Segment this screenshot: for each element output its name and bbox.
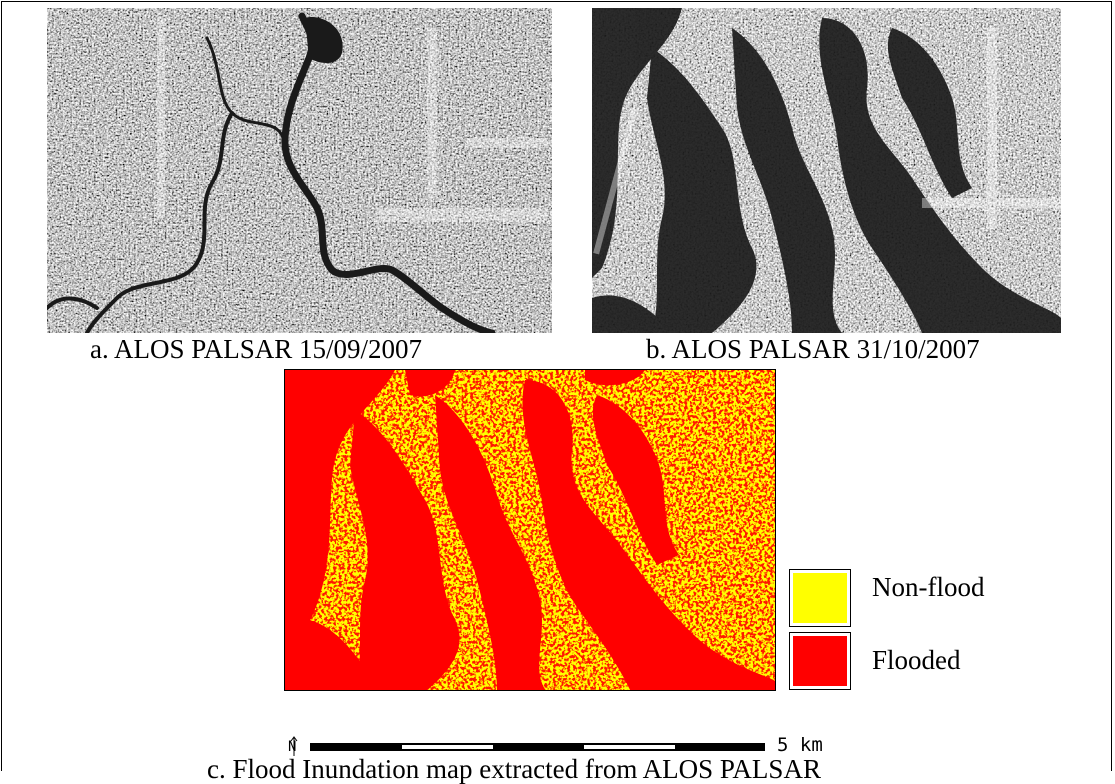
caption-panel-c: c. Flood Inundation map extracted from A… [207, 754, 821, 784]
scale-bar-label: 5 km [777, 734, 823, 756]
figure-frame [1, 1, 1112, 771]
legend-swatch-flooded [789, 632, 851, 690]
sar-image-2007-09-15 [47, 8, 552, 333]
scale-bar: N 5 km [285, 734, 845, 758]
legend-label-non-flood: Non-flood [872, 572, 985, 602]
sar-image-2007-10-31 [592, 8, 1061, 333]
flood-inundation-map [284, 369, 776, 691]
legend-label-flooded: Flooded [872, 645, 961, 675]
north-label: N [288, 739, 297, 755]
north-arrow-icon [290, 736, 298, 756]
legend-swatch-non-flood [789, 569, 851, 627]
caption-panel-b: b. ALOS PALSAR 31/10/2007 [646, 334, 980, 364]
caption-panel-a: a. ALOS PALSAR 15/09/2007 [90, 334, 423, 364]
